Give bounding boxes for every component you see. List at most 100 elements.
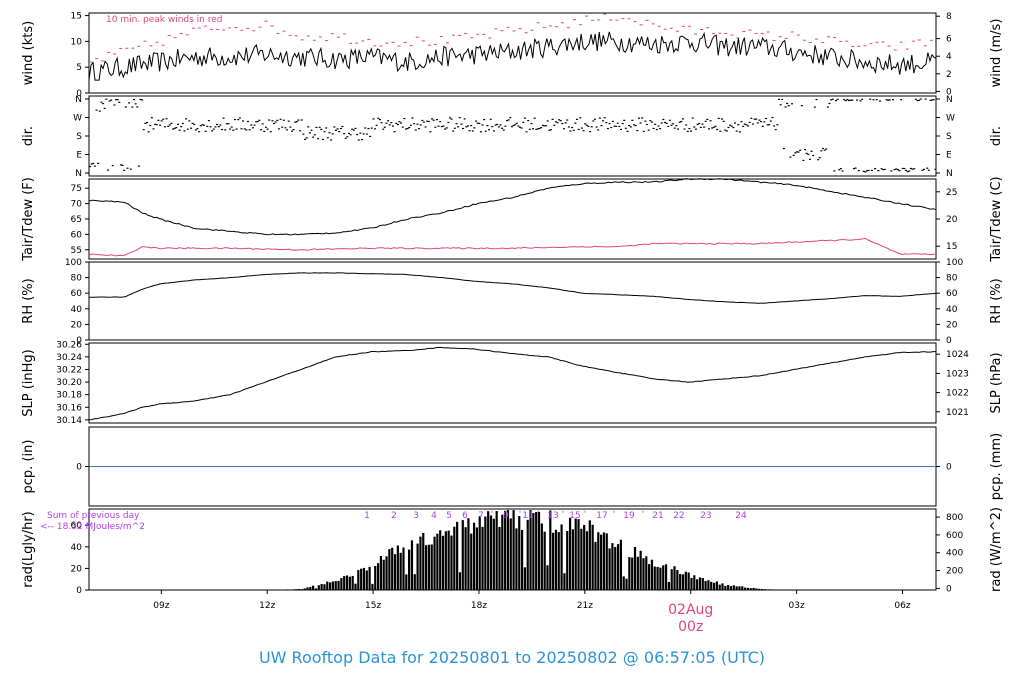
title-to: to [515, 648, 532, 667]
ylabel-right: RH (%) [989, 278, 1004, 323]
radiation-bar [340, 578, 343, 590]
ytick-left-label: 0 [76, 463, 82, 473]
ylabel-right: SLP (hPa) [989, 352, 1004, 413]
radiation-bar [399, 552, 402, 590]
radiation-bar [396, 545, 399, 590]
panel-frame [88, 12, 937, 94]
radiation-bar [487, 511, 490, 590]
ytick-right-label: 1024 [946, 350, 969, 360]
ytick-right-label: 1023 [946, 369, 969, 379]
radiation-bar [684, 571, 687, 590]
ytick-right-label: 0 [946, 87, 952, 97]
radiation-bar [566, 530, 569, 590]
radiation-hour-tick: ' [562, 510, 564, 520]
radiation-bar [602, 532, 606, 590]
title-date-from: 20250801 [428, 648, 511, 667]
ytick-right-label: 20 [946, 215, 958, 225]
radiation-bar [619, 539, 622, 590]
radiation-bar [286, 589, 289, 590]
radiation-bar [331, 581, 335, 590]
radiation-bar [436, 533, 439, 590]
ytick-right-label: W [946, 114, 955, 124]
ytick-right-label: 1022 [946, 389, 969, 399]
ytick-right-label: 60 [946, 289, 958, 299]
ytick-left-label: 0 [76, 586, 82, 596]
ytick-left-label: 40 [71, 305, 83, 315]
ytick-left-label: 40 [71, 543, 83, 553]
radiation-bar [419, 536, 422, 590]
radiation-bar [297, 588, 301, 590]
ylabel-right: wind (m/s) [989, 19, 1004, 88]
time-tick-label: 06z [894, 601, 910, 611]
radiation-bar [568, 517, 572, 590]
ytick-right-label: 6 [946, 35, 952, 45]
radiation-bar [433, 536, 436, 590]
radiation-bar [484, 516, 487, 590]
radiation-bar [430, 544, 433, 590]
radiation-bar [393, 554, 397, 590]
radiation-bar [563, 573, 566, 590]
panel-radiation: rad(Lgly/hr) rad (W/m^2)02040600200400600… [21, 507, 1004, 596]
radiation-bar [365, 570, 368, 590]
radiation-bar [540, 523, 543, 590]
ytick-right-label: 4 [946, 52, 952, 62]
radiation-bar [492, 518, 495, 590]
radiation-bar [772, 589, 775, 590]
radiation-bar [625, 578, 628, 590]
radiation-hour-label: 7 [478, 511, 484, 521]
ytick-left-label: E [76, 151, 82, 161]
radiation-bar [664, 564, 668, 590]
radiation-bar [583, 524, 586, 590]
radiation-bar [648, 564, 651, 590]
radiation-bar [292, 589, 295, 590]
ytick-right-label: N [946, 169, 953, 179]
radiation-bar [512, 510, 515, 590]
page-title: UW Rooftop Data for 20250801 to 20250802… [0, 648, 1024, 667]
radiation-bar [509, 518, 512, 590]
radiation-bar [580, 528, 583, 590]
ytick-left-label: 75 [71, 184, 82, 194]
ytick-left-label: 70 [71, 200, 83, 210]
radiation-bar [597, 532, 600, 590]
radiation-bar [424, 545, 428, 590]
ytick-right-label: 40 [946, 305, 958, 315]
radiation-bar [738, 586, 741, 590]
radiation-bar [371, 583, 374, 590]
radiation-bar [501, 514, 504, 590]
ytick-left-label: 30.18 [56, 391, 82, 401]
radiation-bar [777, 589, 781, 590]
radiation-bar [520, 529, 524, 590]
radiation-bar [744, 587, 747, 590]
radiation-bar [410, 540, 414, 590]
radiation-hour-label: 19 [623, 511, 635, 521]
radiation-bar [673, 566, 676, 590]
radiation-hour-label: 6 [462, 511, 468, 521]
radiation-bar [710, 581, 713, 590]
radiation-bar [475, 527, 478, 590]
radiation-bar [354, 583, 357, 590]
radiation-hour-label: 23 [700, 511, 711, 521]
radiation-bar [362, 567, 366, 590]
radiation-bar [724, 585, 727, 590]
radiation-bar [693, 575, 696, 590]
radiation-bar [549, 510, 552, 590]
ytick-left-label: 60 [71, 521, 83, 531]
radiation-bar [495, 510, 498, 590]
radiation-bar [605, 533, 608, 590]
radiation-bar [760, 588, 764, 590]
radiation-bar [489, 515, 493, 590]
radiation-bar [464, 527, 467, 590]
ylabel-right: Tair/Tdew (C) [989, 176, 1004, 262]
temperature-series-line [88, 237, 937, 257]
panel-humidity: RH (%) RH (%) 0 20 40 60 80 100 0 20 40 60 80 100 [21, 258, 1004, 346]
radiation-bar [591, 524, 594, 590]
radiation-bar [670, 569, 673, 590]
radiation-bar [755, 588, 758, 590]
radiation-bar [458, 572, 462, 590]
ylabel-left: wind (kts) [21, 21, 36, 85]
radiation-bar [357, 570, 360, 590]
ytick-left-label: 0 [76, 89, 82, 99]
radiation-hour-tick: ' [642, 510, 644, 520]
